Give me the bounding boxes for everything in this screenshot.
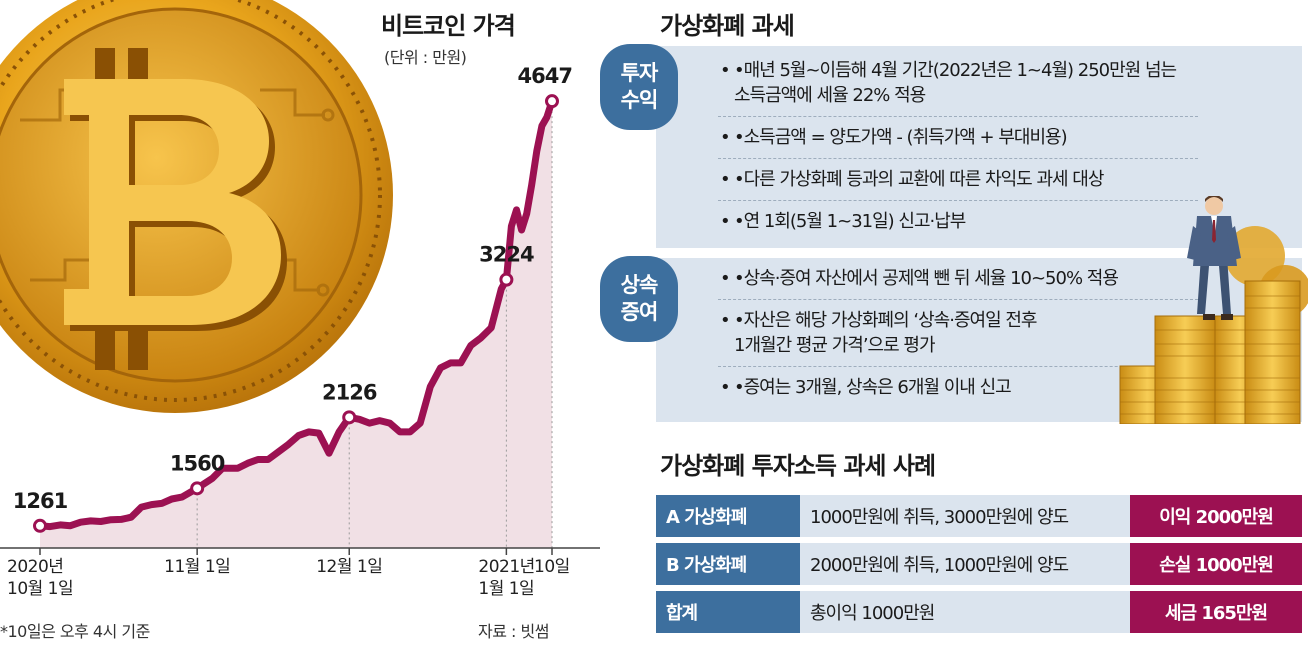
data-label: 3224 bbox=[479, 243, 534, 267]
investment-item-2: •소득금액 = 양도가액 - (취득가액 + 부대비용) bbox=[718, 117, 1198, 159]
table-row: A 가상화폐 1000만원에 취득, 3000만원에 양도 이익 2000만원 bbox=[656, 495, 1302, 537]
investment-item-4: •연 1회(5월 1~31일) 신고·납부 bbox=[718, 201, 1198, 242]
case-description: 총이익 1000만원 bbox=[800, 591, 1130, 633]
data-labels: 1261 1560 2126 3224 4647 bbox=[13, 64, 573, 513]
x-tick-label: 2020년 10월 1일 bbox=[7, 557, 74, 599]
data-label: 4647 bbox=[518, 64, 572, 88]
x-tick-label: 2021년 1월 1일 bbox=[478, 557, 535, 599]
tax-panel: 가상화폐 과세 •매년 5월~이듬해 4월 기간(2022년은 1~4월) 25… bbox=[600, 0, 1308, 645]
cases-table: A 가상화폐 1000만원에 취득, 3000만원에 양도 이익 2000만원 … bbox=[656, 489, 1302, 639]
case-result: 손실 1000만원 bbox=[1130, 543, 1302, 585]
data-point bbox=[499, 272, 514, 287]
case-result: 세금 165만원 bbox=[1130, 591, 1302, 633]
data-point bbox=[33, 518, 47, 533]
case-label: 합계 bbox=[656, 591, 800, 633]
case-description: 1000만원에 취득, 3000만원에 양도 bbox=[800, 495, 1130, 537]
inheritance-item-3: •증여는 3개월, 상속은 6개월 이내 신고 bbox=[718, 367, 1198, 408]
table-row: 합계 총이익 1000만원 세금 165만원 bbox=[656, 591, 1302, 633]
bitcoin-coin-illustration bbox=[0, 0, 393, 413]
x-tick-label: 12월 1일 bbox=[316, 557, 383, 577]
data-label: 1560 bbox=[170, 451, 225, 475]
chart-panel: 1261 1560 2126 3224 4647 비트코인 가격 (단위 : 만원) 2… bbox=[0, 0, 600, 645]
data-label: 1261 bbox=[13, 489, 68, 513]
x-tick-marks bbox=[39, 548, 553, 555]
table-row: B 가상화폐 2000만원에 취득, 1000만원에 양도 손실 1000만원 bbox=[656, 543, 1302, 585]
case-label: B 가상화폐 bbox=[656, 543, 800, 585]
case-description: 2000만원에 취득, 1000만원에 양도 bbox=[800, 543, 1130, 585]
price-area bbox=[40, 101, 552, 548]
price-chart: 1261 1560 2126 3224 4647 bbox=[0, 64, 600, 555]
data-point bbox=[190, 481, 205, 496]
businessman-on-coins-illustration bbox=[1119, 196, 1308, 424]
investment-label-pill: 투자 수익 bbox=[600, 44, 678, 130]
annotated-points bbox=[33, 94, 559, 533]
data-point bbox=[545, 94, 559, 109]
data-point bbox=[342, 410, 357, 425]
x-tick-label: 11월 1일 bbox=[164, 557, 231, 577]
chart-title: 비트코인 가격 bbox=[381, 12, 516, 40]
tax-title: 가상화폐 과세 bbox=[660, 12, 795, 40]
investment-item-1: •매년 5월~이듬해 4월 기간(2022년은 1~4월) 250만원 넘는 소… bbox=[718, 50, 1198, 117]
x-tick-label: 10일 bbox=[534, 557, 570, 577]
case-label: A 가상화폐 bbox=[656, 495, 800, 537]
guide-lines bbox=[196, 101, 553, 548]
investment-group: •매년 5월~이듬해 4월 기간(2022년은 1~4월) 250만원 넘는 소… bbox=[656, 46, 1302, 248]
inheritance-label-pill: 상속 증여 bbox=[600, 256, 678, 342]
chart-unit: (단위 : 만원) bbox=[384, 48, 467, 67]
case-result: 이익 2000만원 bbox=[1130, 495, 1302, 537]
cases-title: 가상화폐 투자소득 과세 사례 bbox=[660, 452, 936, 480]
data-label: 2126 bbox=[322, 380, 377, 404]
investment-list: •매년 5월~이듬해 4월 기간(2022년은 1~4월) 250만원 넘는 소… bbox=[718, 50, 1198, 242]
investment-item-3: •다른 가상화폐 등과의 교환에 따른 차익도 과세 대상 bbox=[718, 159, 1198, 201]
inheritance-list: •상속·증여 자산에서 공제액 뺀 뒤 세율 10~50% 적용 •자산은 해당… bbox=[718, 258, 1198, 408]
chart-note: *10일은 오후 4시 기준 bbox=[0, 622, 150, 641]
chart-source: 자료 : 빗썸 bbox=[478, 622, 549, 641]
